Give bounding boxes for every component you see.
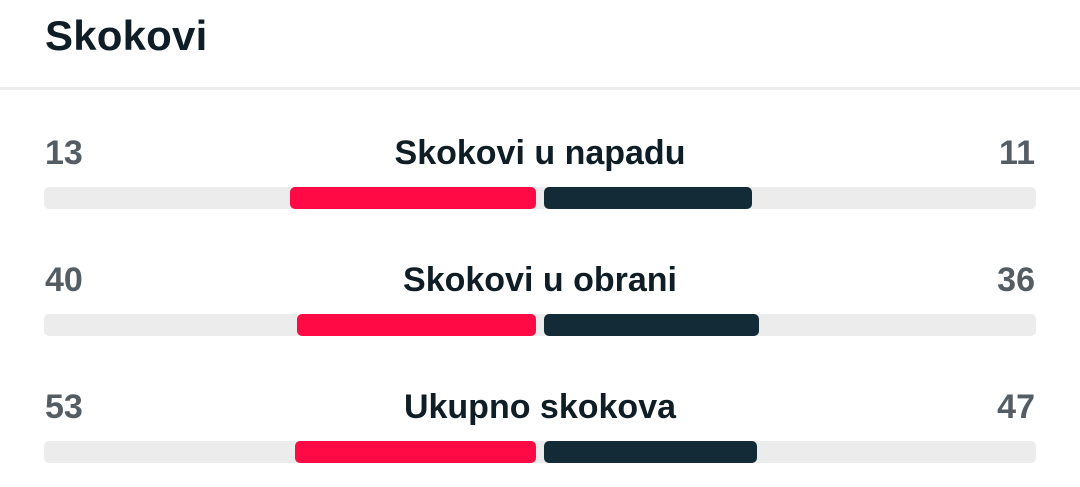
comparison-track (44, 314, 1036, 336)
stat-label: Skokovi u napadu (394, 134, 686, 172)
away-bar (544, 441, 757, 463)
away-value: 47 (997, 388, 1035, 426)
comparison-track (44, 441, 1036, 463)
stat-label: Ukupno skokova (403, 388, 677, 426)
away-bar (544, 187, 752, 209)
home-value: 13 (45, 134, 83, 172)
away-value: 11 (999, 134, 1035, 172)
stat-row-offensive-rebounds: 13 Skokovi u napadu 11 (0, 133, 1080, 233)
away-bar (544, 314, 759, 336)
home-value: 53 (45, 388, 83, 426)
away-value: 36 (997, 261, 1035, 299)
section-title: Skokovi (45, 12, 208, 59)
stat-row-total-rebounds: 53 Ukupno skokova 47 (0, 387, 1080, 487)
section-header: Skokovi (0, 0, 1080, 90)
stat-row-defensive-rebounds: 40 Skokovi u obrani 36 (0, 260, 1080, 360)
home-bar (290, 187, 536, 209)
stat-label: Skokovi u obrani (403, 261, 677, 299)
home-value: 40 (45, 261, 83, 299)
home-bar (297, 314, 536, 336)
comparison-track (44, 187, 1036, 209)
home-bar (295, 441, 536, 463)
